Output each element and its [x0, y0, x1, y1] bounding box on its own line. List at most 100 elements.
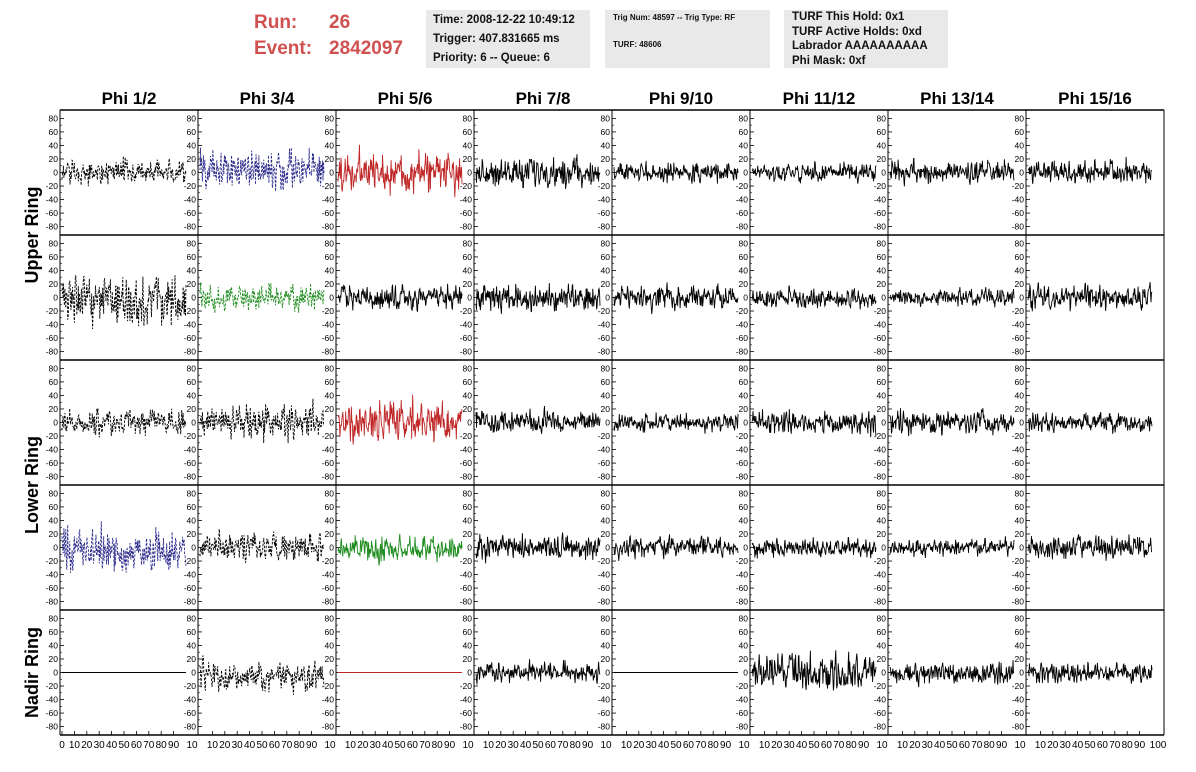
waveform-series [337, 394, 463, 445]
x-tick-label: 40 [244, 740, 256, 751]
y-tick-label: -20 [46, 556, 59, 566]
x-tick-label: 50 [394, 740, 406, 751]
y-tick-label: -20 [184, 556, 197, 566]
y-tick-label: 60 [463, 377, 473, 387]
y-tick-label: 60 [601, 252, 611, 262]
y-tick-label: 0 [329, 543, 334, 553]
y-tick-label: 20 [601, 654, 611, 664]
x-tick-label: 90 [720, 740, 732, 751]
y-tick-label: -80 [1012, 722, 1025, 732]
y-tick-label: 0 [467, 293, 472, 303]
y-tick-label: 0 [743, 418, 748, 428]
y-tick-label: -60 [184, 208, 197, 218]
ring-label: Lower Ring [22, 436, 42, 534]
y-tick-label: 80 [325, 113, 335, 123]
waveform-series [337, 144, 463, 198]
y-tick-label: 20 [1015, 154, 1025, 164]
y-tick-label: -20 [598, 681, 611, 691]
x-tick-label: 40 [658, 740, 670, 751]
y-tick-label: -80 [184, 347, 197, 357]
waveform-series [613, 160, 739, 184]
y-tick-label: 60 [877, 502, 887, 512]
y-tick-label: 20 [463, 154, 473, 164]
info-panel-time: Time: 2008-12-22 10:49:12 Trigger: 407.8… [426, 10, 590, 68]
y-tick-label: -40 [46, 445, 59, 455]
y-tick-label: 0 [1019, 168, 1024, 178]
y-tick-label: 80 [463, 488, 473, 498]
y-tick-label: 80 [739, 113, 749, 123]
y-tick-label: 40 [325, 640, 335, 650]
y-tick-label: -40 [736, 695, 749, 705]
column-title: Phi 7/8 [516, 89, 571, 108]
x-tick-label: 20 [357, 740, 369, 751]
y-tick-label: 60 [463, 127, 473, 137]
y-tick-label: -80 [598, 222, 611, 232]
y-tick-label: 80 [49, 363, 59, 373]
y-tick-label: -20 [322, 556, 335, 566]
y-tick-label: 80 [463, 363, 473, 373]
x-tick-label: 80 [708, 740, 720, 751]
y-tick-label: 60 [325, 252, 335, 262]
x-tick-label: 60 [407, 740, 419, 751]
y-tick-label: 20 [739, 529, 749, 539]
y-tick-label: 40 [601, 390, 611, 400]
y-tick-label: 20 [1015, 404, 1025, 414]
y-tick-label: 0 [467, 168, 472, 178]
y-tick-label: 0 [605, 543, 610, 553]
y-tick-label: 20 [877, 654, 887, 664]
y-tick-label: 80 [187, 363, 197, 373]
y-tick-label: 20 [1015, 529, 1025, 539]
run-value: 26 [329, 12, 351, 33]
y-tick-label: 0 [743, 168, 748, 178]
x-tick-label: 80 [156, 740, 168, 751]
y-tick-label: 60 [1015, 502, 1025, 512]
y-tick-label: -80 [598, 472, 611, 482]
y-tick-label: -40 [460, 195, 473, 205]
y-tick-label: 80 [739, 613, 749, 623]
y-tick-label: 40 [463, 515, 473, 525]
y-tick-label: 20 [877, 154, 887, 164]
y-tick-label: 20 [601, 279, 611, 289]
y-tick-label: -40 [1012, 195, 1025, 205]
y-tick-label: -20 [322, 681, 335, 691]
y-tick-label: -40 [874, 570, 887, 580]
y-tick-label: -40 [322, 695, 335, 705]
x-tick-label-end: 10 [186, 740, 198, 751]
y-tick-label: 0 [53, 543, 58, 553]
x-tick-label: 40 [520, 740, 532, 751]
y-tick-label: -40 [736, 570, 749, 580]
x-tick-label-end: 10 [1014, 740, 1026, 751]
y-tick-label: -60 [46, 458, 59, 468]
y-tick-label: 20 [601, 404, 611, 414]
y-tick-label: -20 [184, 306, 197, 316]
time-text: Time: 2008-12-22 10:49:12 [433, 14, 575, 26]
waveform-series [61, 521, 187, 573]
y-tick-label: -60 [598, 208, 611, 218]
y-tick-label: 40 [187, 515, 197, 525]
y-tick-label: -60 [184, 458, 197, 468]
waveform-series [199, 398, 325, 444]
y-tick-label: 40 [1015, 390, 1025, 400]
y-tick-label: -80 [736, 722, 749, 732]
y-tick-label: 60 [49, 127, 59, 137]
x-tick-label-end: 100 [1150, 740, 1167, 751]
y-tick-label: -40 [874, 445, 887, 455]
y-tick-label: 40 [49, 390, 59, 400]
y-tick-label: 80 [739, 238, 749, 248]
y-tick-label: 80 [187, 488, 197, 498]
y-tick-label: 20 [187, 404, 197, 414]
y-tick-label: -40 [46, 570, 59, 580]
y-tick-label: -40 [322, 445, 335, 455]
y-tick-label: 60 [463, 252, 473, 262]
y-tick-label: -80 [46, 722, 59, 732]
y-tick-label: -40 [736, 445, 749, 455]
y-tick-label: -60 [322, 458, 335, 468]
y-tick-label: 40 [325, 265, 335, 275]
y-tick-label: -20 [874, 681, 887, 691]
y-tick-label: 80 [877, 488, 887, 498]
y-tick-label: 20 [739, 654, 749, 664]
y-tick-label: 80 [1015, 488, 1025, 498]
x-tick-label: 60 [821, 740, 833, 751]
y-tick-label: -80 [46, 347, 59, 357]
y-tick-label: -80 [598, 597, 611, 607]
